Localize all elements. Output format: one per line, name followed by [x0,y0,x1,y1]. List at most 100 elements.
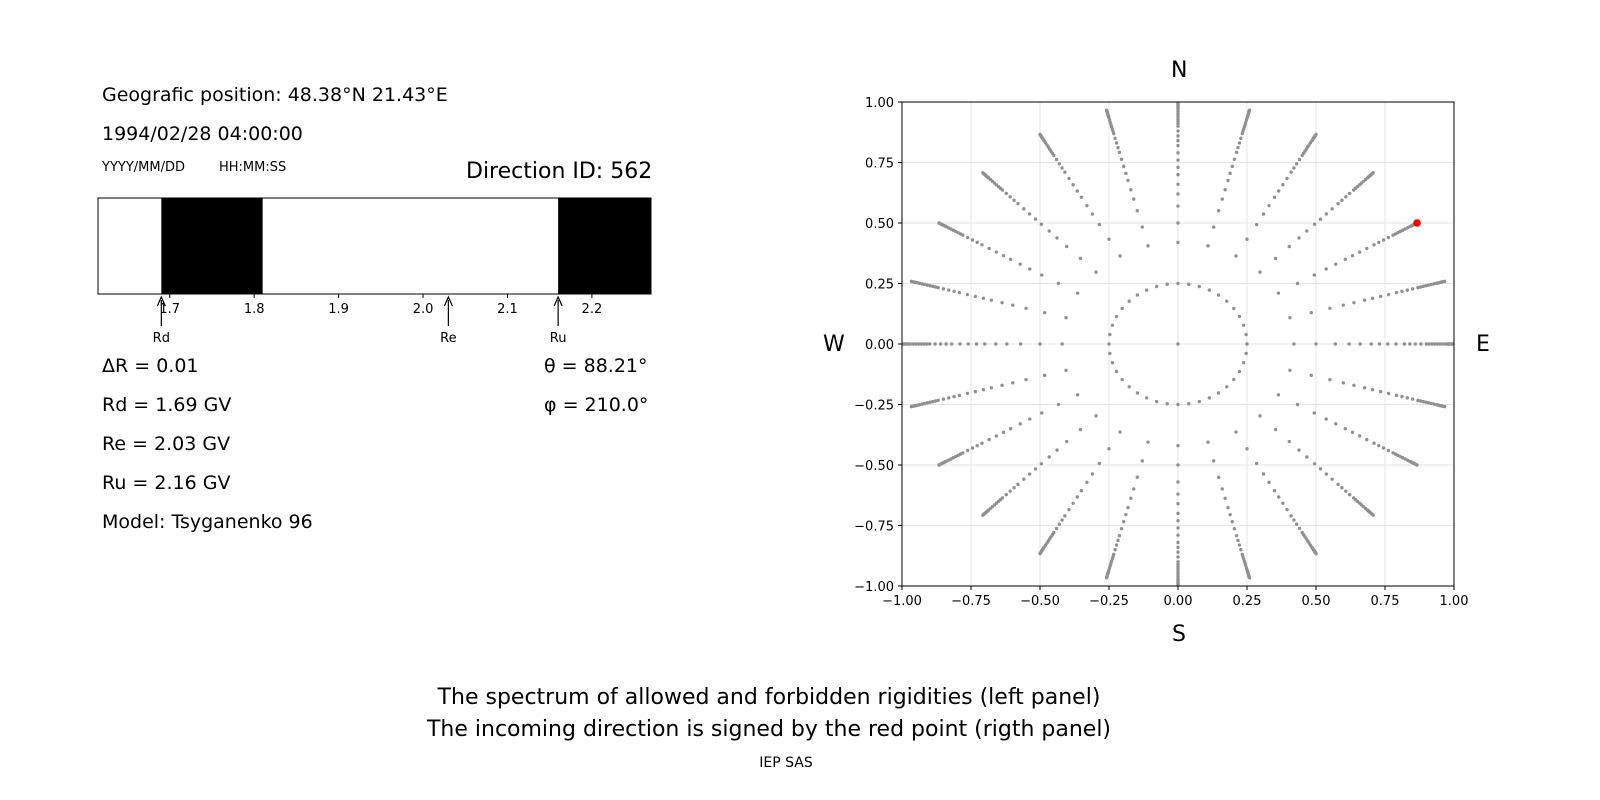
direction-point [1228,512,1232,517]
direction-point [933,342,937,346]
direction-point [1067,176,1071,181]
direction-point [1228,171,1232,176]
direction-point [1127,299,1131,303]
direction-point [1223,496,1227,500]
direction-point [1122,164,1126,169]
direction-point [1028,417,1032,421]
direction-point [1429,282,1433,287]
direction-point [936,285,940,290]
direction-point [1060,342,1064,346]
direction-point [1294,522,1299,526]
direction-point [1012,198,1016,202]
direction-point [1176,518,1180,523]
direction-point [1217,475,1221,479]
x-tick-label: 0.75 [1371,594,1400,609]
direction-point [1230,519,1234,524]
direction-point [1176,172,1180,177]
direction-point [1067,507,1071,512]
direction-point [1018,342,1023,346]
direction-point [1187,402,1191,406]
direction-point [927,342,932,346]
direction-point [981,296,986,300]
direction-point [1176,550,1180,554]
direction-point [1237,543,1242,547]
direction-point [941,397,946,401]
direction-point [1176,281,1180,286]
direction-point [1065,244,1069,249]
direction-point [1421,399,1425,404]
direction-point [994,250,999,254]
y-tick-label: 0.75 [865,157,894,172]
direction-point [1216,293,1221,297]
direction-point [1004,492,1008,497]
direction-point [1241,360,1246,365]
direction-point [1232,526,1237,531]
direction-point [1292,518,1296,522]
direction-point [1277,495,1281,499]
direction-point [1312,222,1317,226]
direction-point [1305,229,1309,233]
direction-point [981,388,986,392]
direction-point [1336,201,1340,206]
direction-point [1060,518,1064,522]
direction-point [1432,342,1437,346]
direction-point [1114,314,1119,319]
direction-point [1372,243,1376,247]
direction-point [1008,257,1013,261]
direction-point [1129,496,1133,500]
direction-point [1116,145,1120,150]
direction-point [1295,281,1300,286]
direction-point [1334,262,1338,266]
direction-point [1090,472,1095,476]
direction-point [1272,195,1277,199]
direction-point [957,290,962,295]
direction-point [1085,203,1089,208]
direction-point [1043,310,1047,315]
direction-point [1071,183,1075,187]
direction-point [1135,475,1139,479]
direction-point [1378,389,1383,394]
direction-id: Direction ID: 562 [466,159,653,184]
direction-point [1281,183,1285,187]
direction-point [1377,443,1381,448]
direction-point [1176,158,1180,162]
direction-point [1237,314,1242,319]
direction-point [1114,543,1119,547]
direction-point [928,284,932,288]
spectrum-tick-label: 2.1 [497,302,518,317]
direction-point [1348,191,1352,196]
north-label: N [1171,58,1188,83]
direction-point [1119,157,1124,162]
direction-point [1289,170,1293,174]
direction-point [974,342,979,346]
direction-point [1114,141,1119,145]
direction-point [1056,281,1061,286]
direction-point [923,282,927,287]
direction-point [1176,124,1180,128]
direction-point [1176,143,1180,148]
direction-point [1245,447,1249,451]
direction-point [1212,459,1216,463]
direction-point [1318,467,1323,471]
direction-point [1124,512,1128,517]
direction-point [1430,342,1434,346]
direction-point [1043,373,1047,378]
direction-point [1232,306,1236,311]
direction-point [1330,477,1334,481]
direction-point [920,402,924,406]
direction-point [1024,378,1028,382]
direction-point [1040,411,1044,415]
direction-point [975,443,979,448]
direction-point [1107,237,1111,241]
direction-point [1000,300,1004,305]
direction-point [965,391,970,396]
credit-label: IEP SAS [759,755,813,771]
phi-value: φ = 210.0° [544,394,649,416]
direction-point [1176,533,1180,537]
direction-point [965,448,970,453]
direction-point [1176,402,1180,407]
direction-point [973,294,978,299]
direction-point [1232,157,1237,162]
direction-point [1126,505,1130,510]
direction-point [1352,383,1356,388]
